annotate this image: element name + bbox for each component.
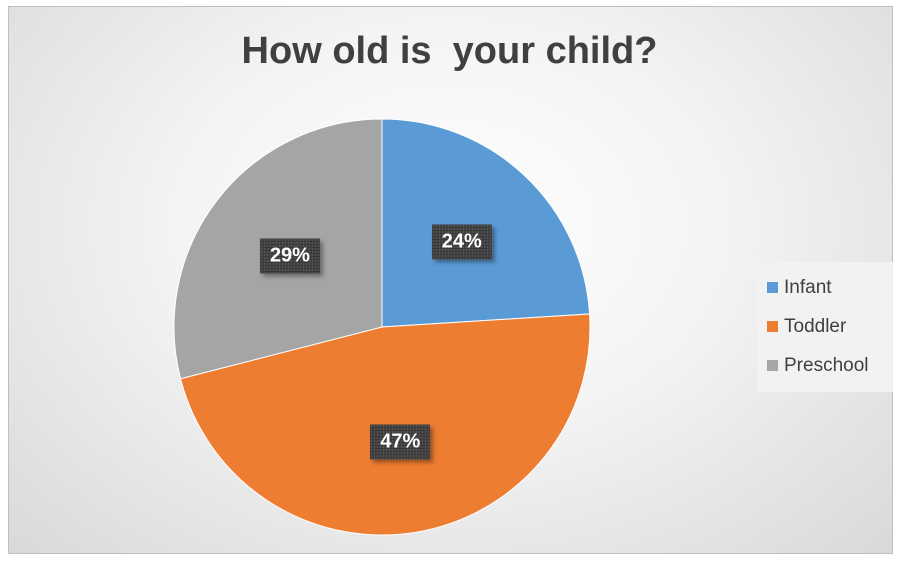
data-label-infant: 24%	[431, 224, 492, 260]
legend: Infant Toddler Preschool	[757, 262, 893, 392]
legend-item-toddler: Toddler	[767, 307, 893, 346]
legend-label-infant: Infant	[784, 276, 832, 298]
pie-slice-infant	[381, 118, 591, 328]
chart-title: How old is your child?	[241, 30, 658, 72]
data-label-toddler: 47%	[370, 424, 431, 460]
legend-swatch-preschool	[767, 360, 778, 371]
legend-item-preschool: Preschool	[767, 346, 893, 385]
legend-swatch-toddler	[767, 321, 778, 332]
legend-item-infant: Infant	[767, 268, 893, 307]
legend-label-preschool: Preschool	[784, 354, 869, 376]
pie-slice-toddler	[179, 313, 591, 536]
data-label-preschool: 29%	[259, 238, 320, 274]
legend-label-toddler: Toddler	[784, 315, 847, 337]
legend-swatch-infant	[767, 282, 778, 293]
